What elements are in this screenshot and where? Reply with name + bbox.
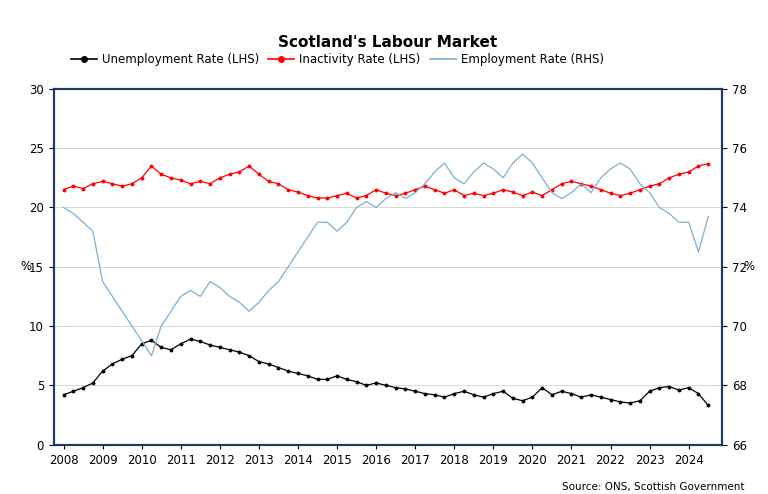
Title: Scotland's Labour Market: Scotland's Labour Market	[278, 35, 498, 50]
Y-axis label: %: %	[744, 260, 755, 273]
Text: Source: ONS, Scottish Government: Source: ONS, Scottish Government	[562, 482, 745, 492]
Y-axis label: %: %	[21, 260, 32, 273]
Legend: Unemployment Rate (LHS), Inactivity Rate (LHS), Employment Rate (RHS): Unemployment Rate (LHS), Inactivity Rate…	[66, 48, 608, 71]
